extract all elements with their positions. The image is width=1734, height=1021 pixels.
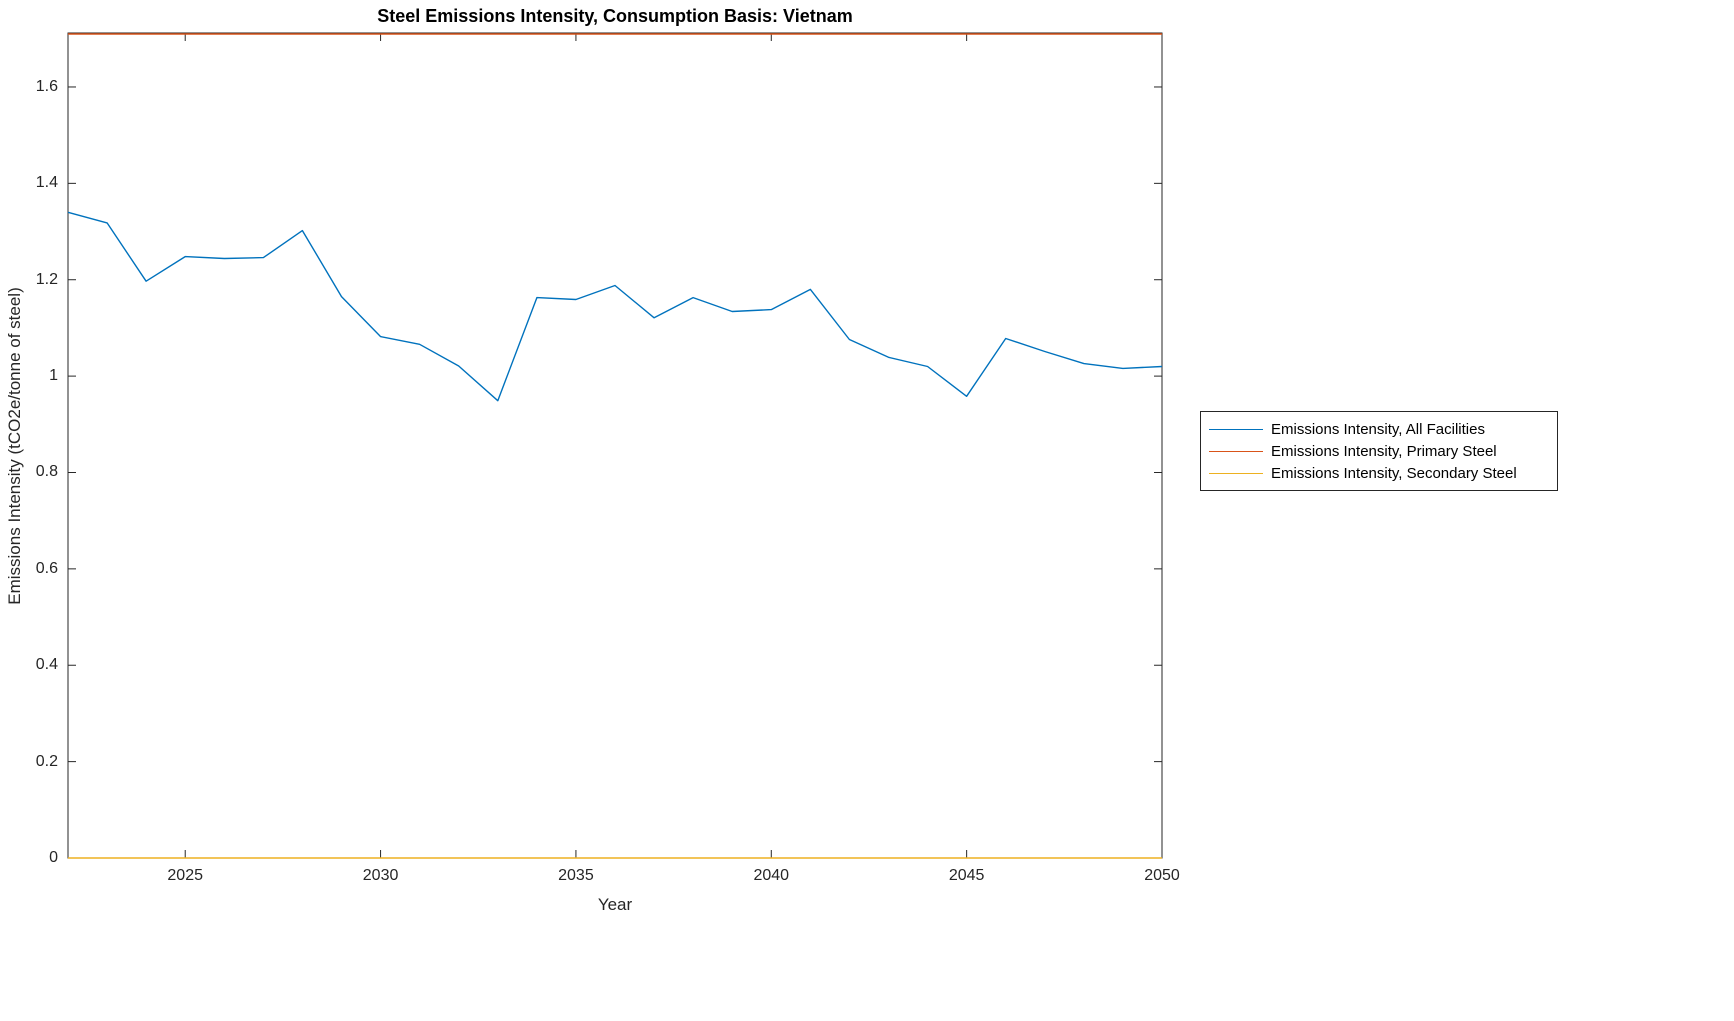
x-axis-label: Year	[597, 895, 633, 914]
x-tick-label: 2035	[558, 867, 594, 884]
legend-label: Emissions Intensity, Secondary Steel	[1271, 464, 1517, 482]
x-tick-label: 2040	[753, 867, 790, 884]
y-tick-label: 0.6	[35, 559, 58, 577]
legend-line-swatch-all-facilities	[1209, 428, 1263, 430]
y-axis-label: Emissions Intensity (tCO2e/tonne of stee…	[5, 287, 24, 605]
y-tick-label: 0.8	[35, 463, 58, 481]
y-tick-label: 1	[49, 367, 58, 385]
x-tick-label: 2030	[362, 867, 399, 884]
y-tick-label: 1.6	[35, 77, 58, 95]
legend-item: Emissions Intensity, Primary Steel	[1209, 440, 1549, 462]
legend-item: Emissions Intensity, All Facilities	[1209, 418, 1549, 440]
y-tick-label: 1.2	[35, 270, 58, 288]
legend-line-swatch-secondary-steel	[1209, 472, 1263, 474]
y-tick-label: 1.4	[35, 174, 58, 192]
y-tick-label: 0.4	[35, 656, 58, 674]
legend: Emissions Intensity, All Facilities Emis…	[1200, 411, 1558, 491]
y-tick-label: 0.2	[35, 752, 58, 770]
legend-label: Emissions Intensity, Primary Steel	[1271, 442, 1497, 460]
chart-title: Steel Emissions Intensity, Consumption B…	[377, 6, 853, 26]
legend-line-swatch-primary-steel	[1209, 450, 1263, 452]
y-tick-label: 0	[49, 849, 58, 866]
axes-box	[67, 32, 1163, 859]
x-tick-label: 2050	[1144, 867, 1180, 884]
x-tick-label: 2025	[167, 867, 203, 884]
legend-label: Emissions Intensity, All Facilities	[1271, 420, 1485, 438]
x-tick-label: 2045	[948, 867, 985, 884]
legend-item: Emissions Intensity, Secondary Steel	[1209, 462, 1549, 484]
series-line-all-facilities	[67, 211, 1163, 402]
